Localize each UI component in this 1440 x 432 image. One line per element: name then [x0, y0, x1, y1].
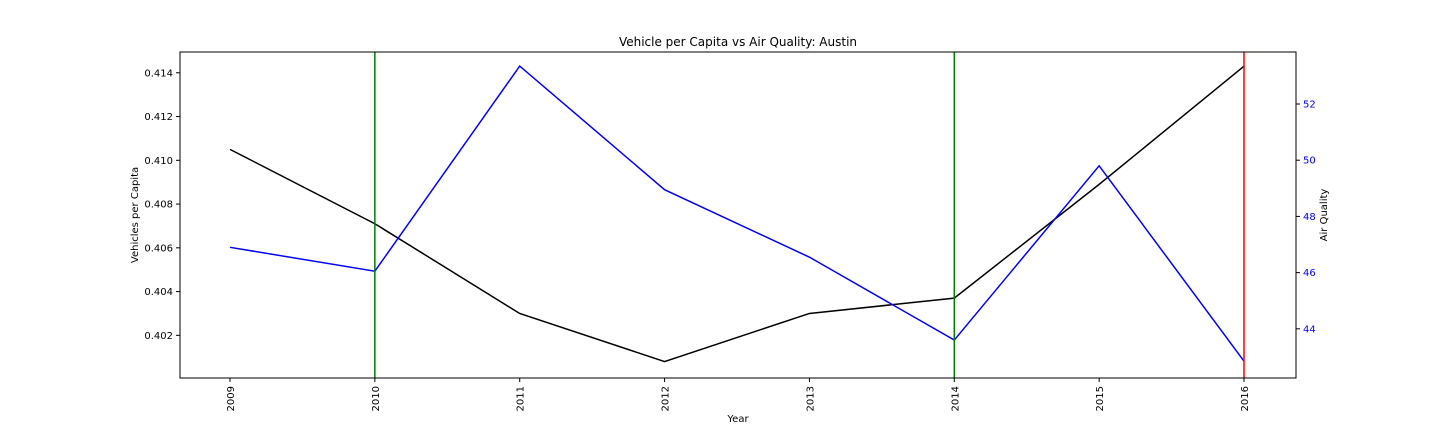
x-tick-label: 2010: [371, 386, 382, 411]
right-y-tick-label: 52: [1303, 99, 1316, 110]
left-y-tick-label: 0.402: [144, 331, 173, 342]
x-tick-label: 2012: [661, 386, 672, 411]
x-tick-label: 2009: [226, 386, 237, 411]
left-y-axis-label: Vehicles per Capita: [130, 167, 141, 263]
left-y-tick-label: 0.408: [144, 200, 173, 211]
chart-marks: 2009 2010 2011 2012 2013 2014 2015 2016 0.402 0.4…: [144, 52, 1316, 411]
x-tick-label: 2013: [805, 386, 816, 411]
air-quality-line: [229, 64, 1245, 362]
right-y-tick-label: 44: [1303, 324, 1316, 335]
right-y-tick-label: 48: [1303, 212, 1316, 223]
x-tick-label: 2011: [516, 386, 527, 411]
left-y-tick-label: 0.406: [144, 243, 173, 254]
x-tick-label: 2014: [950, 386, 961, 411]
left-y-tick-label: 0.404: [144, 287, 173, 298]
x-tick-label: 2016: [1240, 386, 1251, 411]
chart-title: Vehicle per Capita vs Air Quality: Austi…: [619, 35, 857, 49]
right-y-tick-label: 46: [1303, 268, 1316, 279]
right-y-tick-label: 50: [1303, 156, 1316, 167]
vehicles-per-capita-line: [229, 65, 1245, 363]
plot-background: [180, 52, 1296, 378]
x-axis-label: Year: [726, 414, 749, 425]
left-y-tick-label: 0.410: [144, 156, 173, 167]
x-tick-label: 2015: [1095, 386, 1106, 411]
left-y-tick-label: 0.414: [144, 68, 173, 79]
right-y-axis-label: Air Quality: [1319, 189, 1330, 242]
left-y-tick-label: 0.412: [144, 112, 173, 123]
plot-frame: [179, 51, 1297, 379]
